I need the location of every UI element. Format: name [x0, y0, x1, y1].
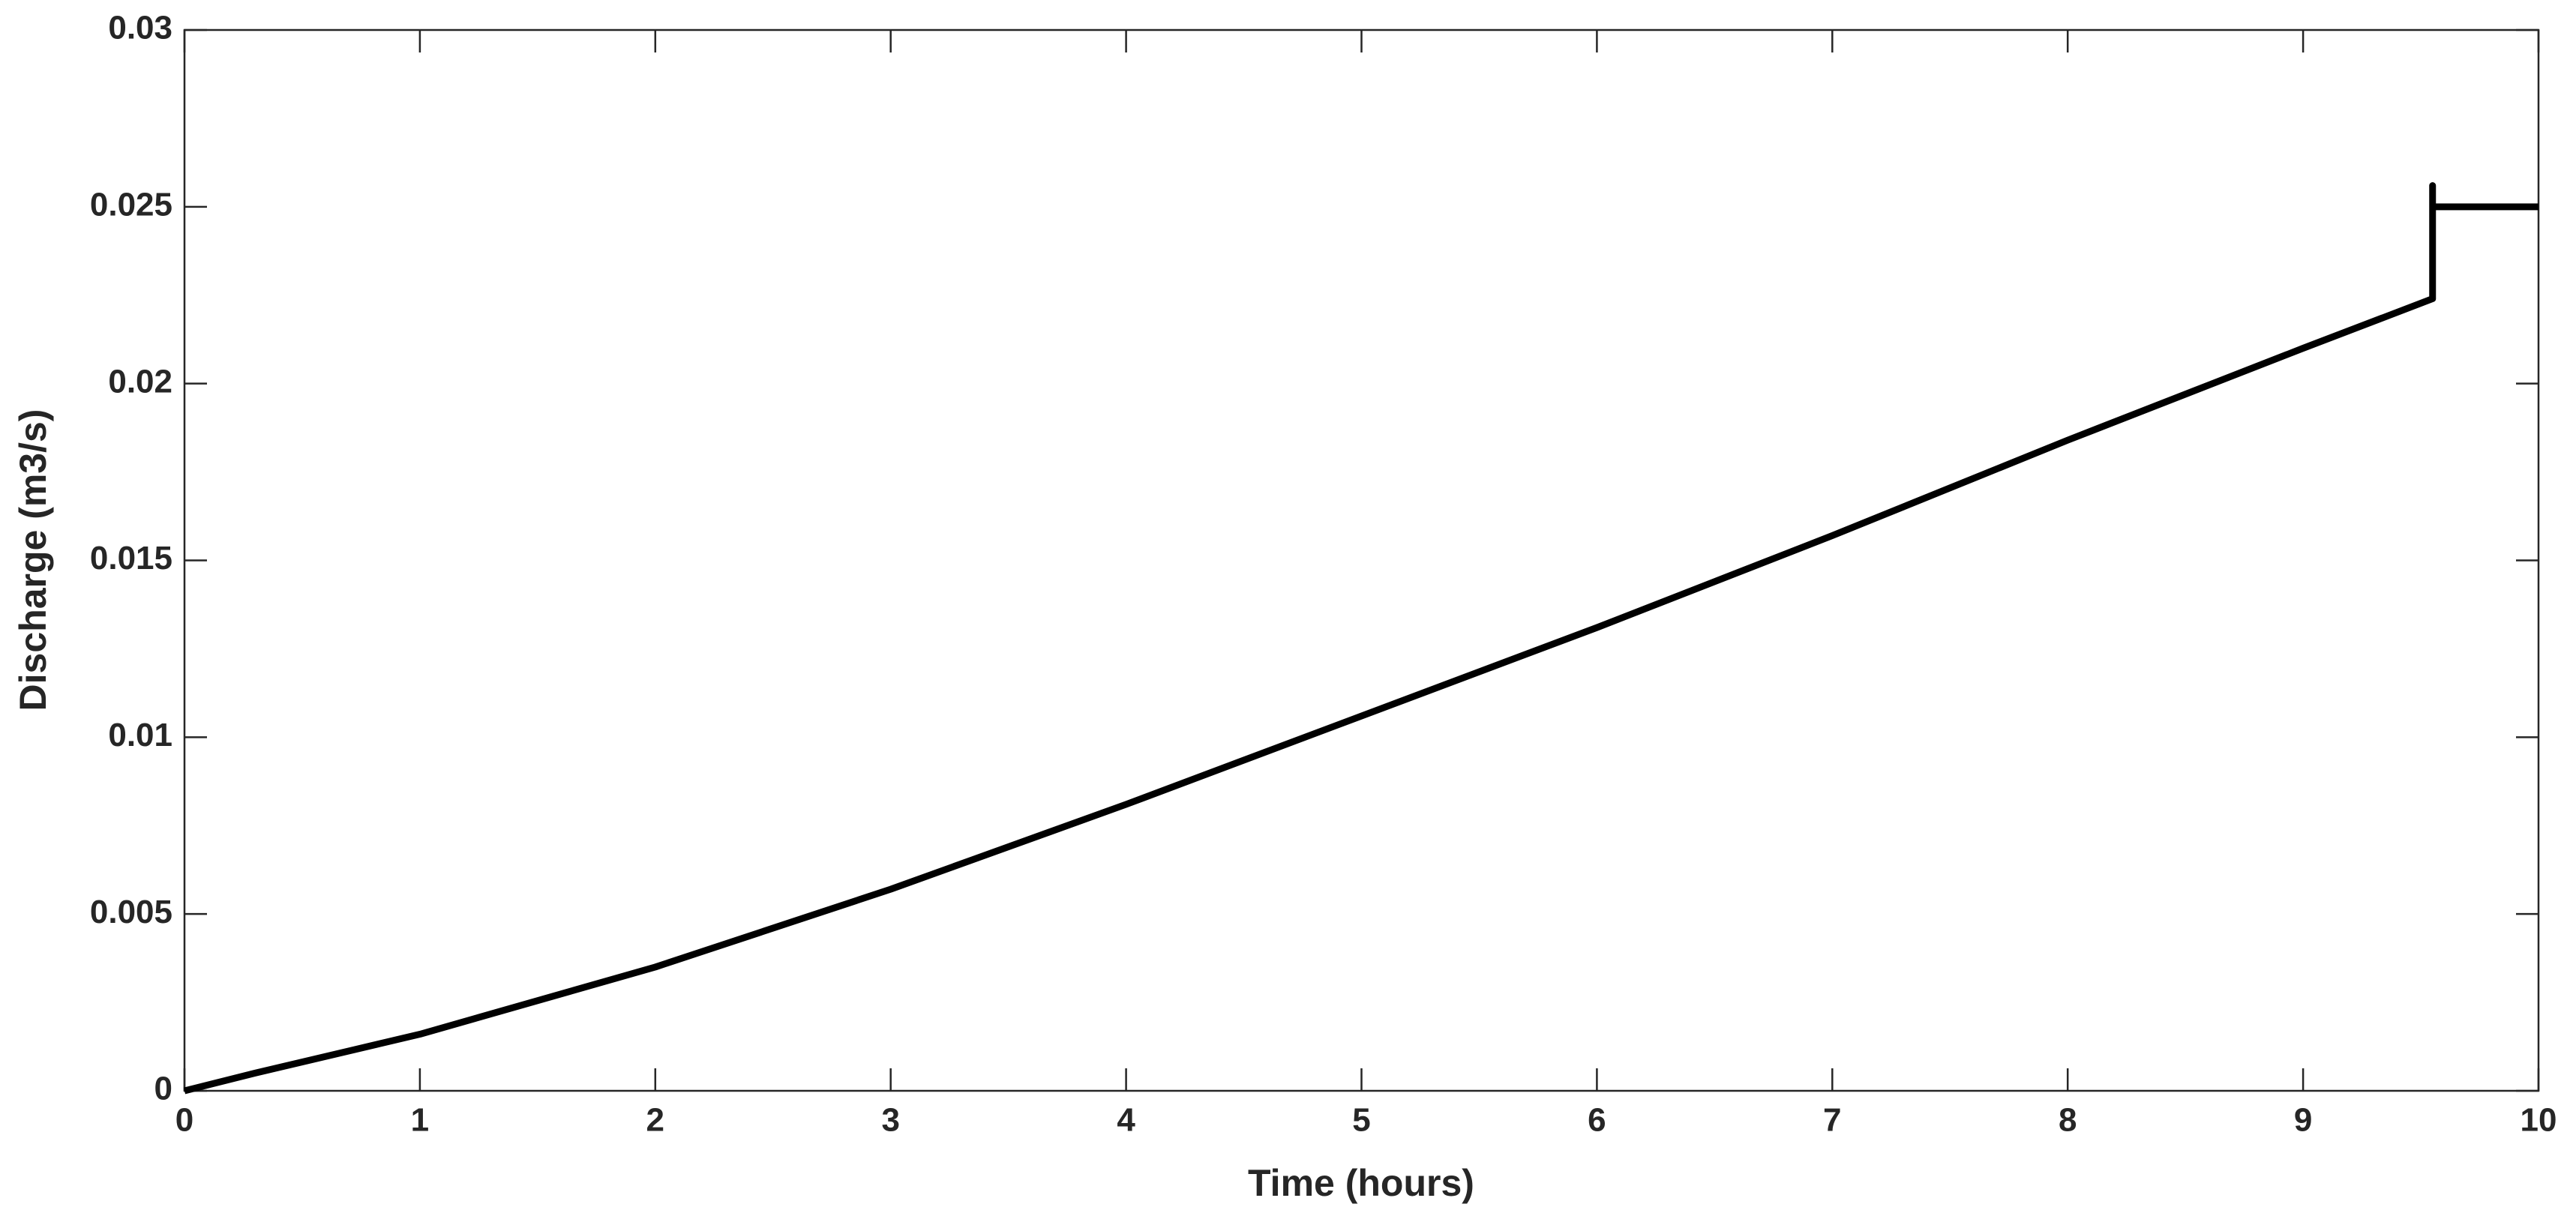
- x-tick-label: 6: [1588, 1102, 1606, 1139]
- y-tick-label: 0: [154, 1071, 172, 1107]
- y-tick-label: 0.015: [90, 540, 172, 577]
- x-tick-label: 1: [411, 1102, 429, 1139]
- y-tick-label: 0.005: [90, 894, 172, 930]
- y-axis-label: Discharge (m3/s): [12, 409, 54, 711]
- x-tick-label: 4: [1117, 1102, 1135, 1139]
- x-tick-label: 9: [2294, 1102, 2312, 1139]
- x-tick-label: 10: [2521, 1102, 2557, 1139]
- y-tick-label: 0.025: [90, 186, 172, 223]
- x-tick-label: 5: [1352, 1102, 1370, 1139]
- x-tick-label: 2: [646, 1102, 664, 1139]
- x-tick-label: 8: [2059, 1102, 2077, 1139]
- y-tick-label: 0.01: [108, 717, 172, 753]
- data-line: [183, 182, 2539, 1095]
- y-tick-label: 0.02: [108, 363, 172, 400]
- x-axis-label: Time (hours): [1248, 1162, 1474, 1204]
- x-tick-label: 7: [1823, 1102, 1841, 1139]
- y-tick-label: 0.03: [108, 10, 172, 46]
- x-tick-label: 3: [881, 1102, 899, 1139]
- x-tick-label: 0: [175, 1102, 193, 1139]
